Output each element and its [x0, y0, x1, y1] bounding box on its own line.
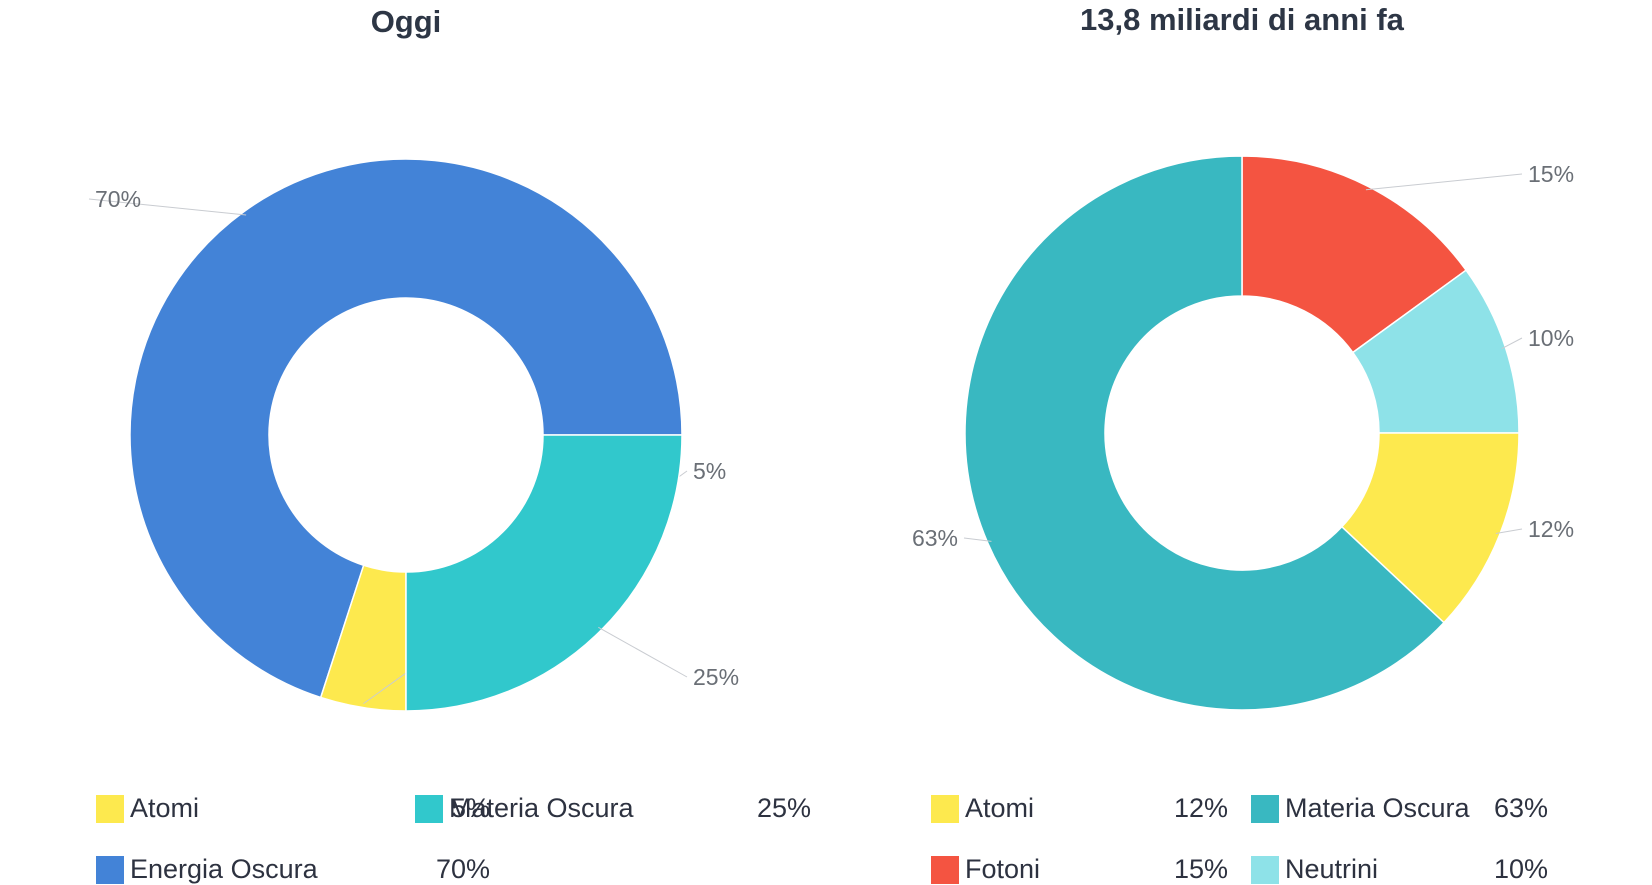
legend-item-atomi[interactable]: Atomi 12%: [931, 793, 1228, 823]
legend-label: Fotoni: [965, 854, 1041, 884]
data-label-neutrini: 10%: [1528, 325, 1574, 351]
legend-swatch: [96, 856, 124, 884]
legend-swatch: [1251, 856, 1279, 884]
donut-oggi: 70% 5% 25%: [88, 158, 739, 712]
data-label-atomi: 5%: [693, 458, 726, 484]
data-label-materia-oscura: 25%: [693, 664, 739, 690]
legend-swatch: [931, 856, 959, 884]
legend-value: 70%: [435, 854, 490, 884]
slice-materia-oscura[interactable]: [964, 155, 1445, 711]
legend-value: 12%: [1173, 793, 1228, 823]
leader-line-materia-oscura: [598, 626, 688, 678]
slice-fotoni[interactable]: [1241, 155, 1468, 354]
data-label-fotoni: 15%: [1528, 161, 1574, 187]
legend-swatch: [96, 795, 124, 823]
legend-label: Atomi: [130, 793, 200, 823]
data-label-energia-oscura: 70%: [95, 186, 141, 212]
legend-item-materia-oscura[interactable]: Materia Oscura 25%: [415, 793, 811, 823]
legend-value: 10%: [1493, 854, 1548, 884]
legend-label: Energia Oscura: [130, 854, 318, 884]
leader-line-energia-oscura: [88, 198, 247, 216]
legend-value: 63%: [1493, 793, 1548, 823]
legend-item-materia-oscura[interactable]: Materia Oscura 63%: [1251, 793, 1548, 823]
data-label-atomi: 12%: [1528, 516, 1574, 542]
legend-value: 5%: [450, 793, 490, 823]
leader-line-neutrini: [1501, 337, 1523, 350]
chart-title-oggi: Oggi: [371, 4, 442, 39]
legend-label: Neutrini: [1285, 854, 1379, 884]
legend-swatch: [931, 795, 959, 823]
legend-swatch: [415, 795, 443, 823]
slice-materia-oscura[interactable]: [405, 434, 683, 712]
data-label-materia-oscura: 63%: [912, 525, 958, 551]
legend-item-neutrini[interactable]: Neutrini 10%: [1251, 854, 1548, 884]
legend-label: Materia Oscura: [449, 793, 634, 823]
chart-title-early-universe: 13,8 miliardi di anni fa: [1080, 2, 1405, 37]
legend-item-atomi[interactable]: Atomi 5%: [96, 793, 490, 823]
legend-label: Atomi: [965, 793, 1035, 823]
legend-swatch: [1251, 795, 1279, 823]
leader-line-fotoni: [1365, 173, 1523, 191]
legend-item-energia-oscura[interactable]: Energia Oscura 70%: [96, 854, 490, 884]
slice-atomi[interactable]: [1340, 432, 1520, 624]
leader-line-materia-oscura: [963, 537, 992, 542]
legend-label: Materia Oscura: [1285, 793, 1470, 823]
leader-line-atomi: [1495, 528, 1523, 534]
slice-energia-oscura[interactable]: [129, 158, 683, 699]
donut-early-universe: 15% 10% 12% 63%: [912, 155, 1574, 711]
legend-value: 15%: [1173, 854, 1228, 884]
legend-item-fotoni[interactable]: Fotoni 15%: [931, 854, 1228, 884]
legend-value: 25%: [756, 793, 811, 823]
